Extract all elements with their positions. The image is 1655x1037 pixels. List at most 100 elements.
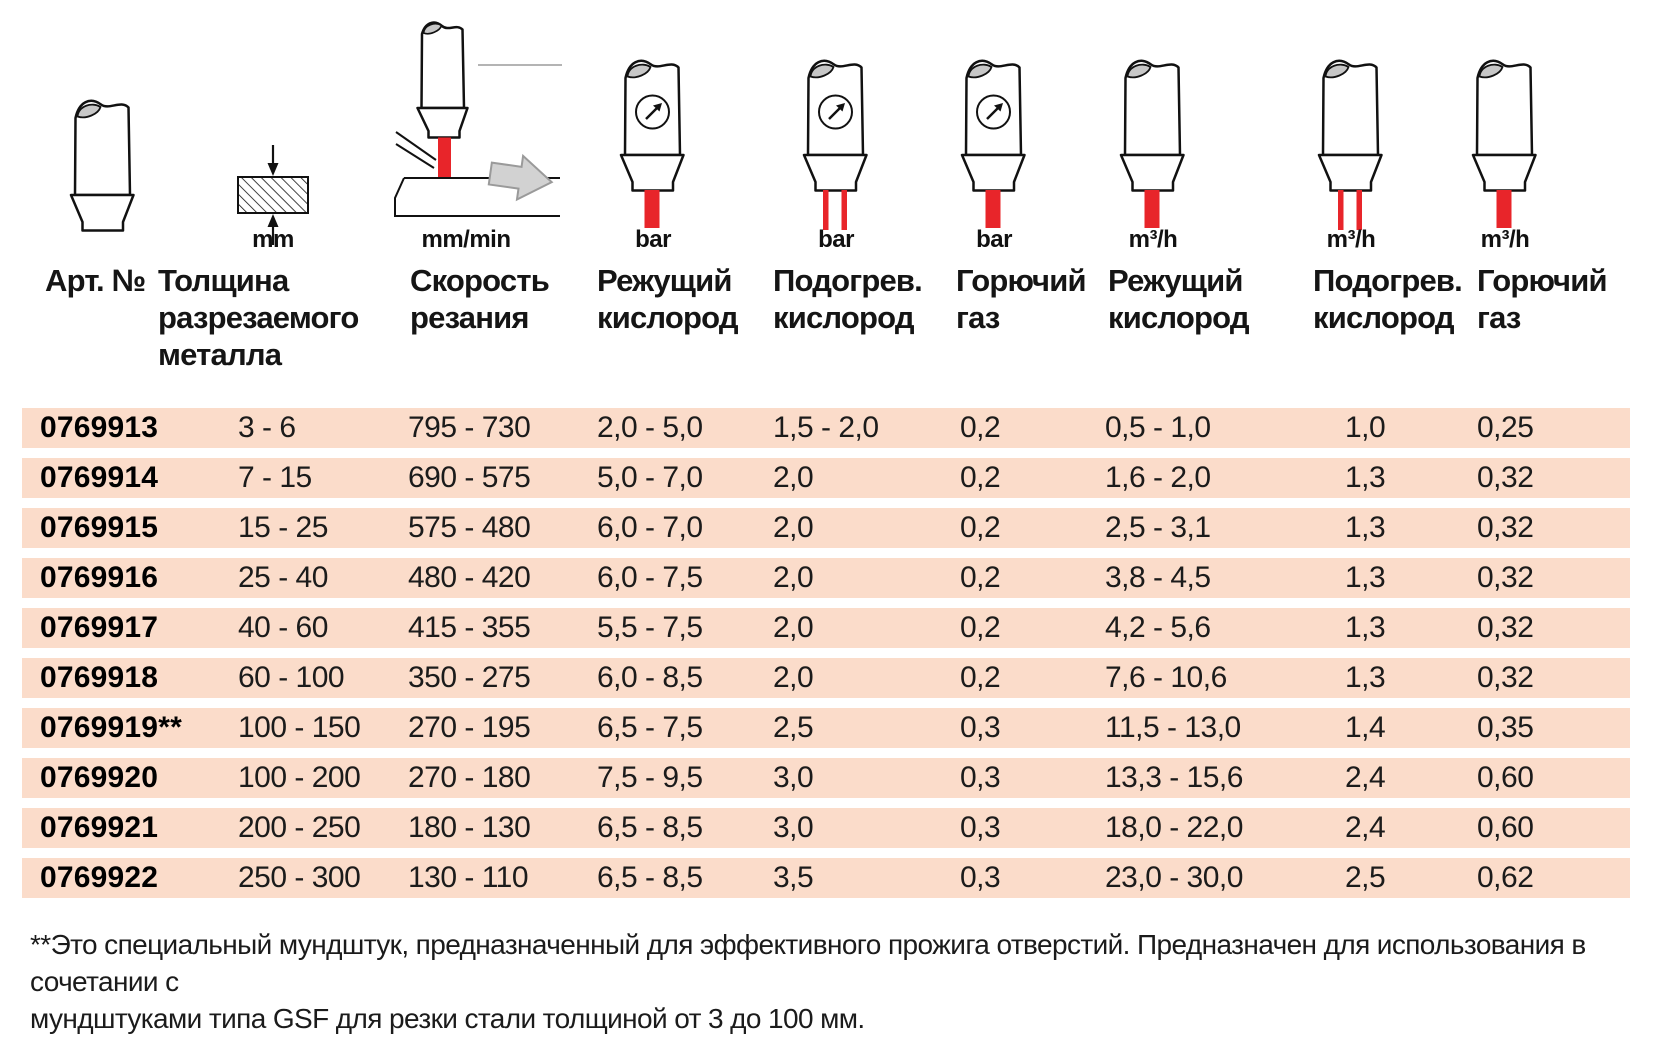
unit-label-heating-oxygen-pressure: bar: [818, 226, 854, 253]
column-header-line: металла: [158, 337, 282, 372]
cell-thickness: 200 - 250: [238, 811, 361, 844]
cell-fuel-gas-flow: 0,32: [1477, 611, 1534, 644]
cell-cutting-oxygen-pressure: 6,5 - 7,5: [597, 711, 703, 744]
cell-heating-oxygen-flow: 1,3: [1345, 511, 1386, 544]
cell-fuel-gas-pressure: 0,2: [960, 611, 1001, 644]
cell-speed: 180 - 130: [408, 811, 531, 844]
column-header-line: резания: [410, 300, 530, 335]
column-header-heating-oxygen-flow: Подогрев. кислород: [1313, 262, 1463, 336]
cell-thickness: 100 - 150: [238, 711, 361, 744]
column-header-line: кислород: [597, 300, 739, 335]
material-thickness-icon: [237, 145, 309, 245]
cell-art: 0769919**: [40, 711, 182, 744]
cell-heating-oxygen-flow: 1,0: [1345, 411, 1386, 444]
cell-fuel-gas-flow: 0,35: [1477, 711, 1534, 744]
column-header-line: Скорость: [410, 263, 550, 298]
column-header-line: Режущий: [1108, 263, 1243, 298]
cell-thickness: 3 - 6: [238, 411, 296, 444]
column-header-line: Подогрев.: [1313, 263, 1463, 298]
cell-cutting-oxygen-pressure: 6,5 - 8,5: [597, 811, 703, 844]
cell-fuel-gas-flow: 0,32: [1477, 661, 1534, 694]
column-header-line: газ: [1477, 300, 1521, 335]
unit-label-heating-oxygen-flow: m³/h: [1326, 226, 1376, 253]
cell-heating-oxygen-flow: 2,4: [1345, 761, 1386, 794]
cell-speed: 480 - 420: [408, 561, 531, 594]
cell-heating-oxygen-pressure: 3,0: [773, 761, 814, 794]
nozzle-icon: [69, 99, 135, 232]
cell-fuel-gas-pressure: 0,3: [960, 861, 1001, 894]
cell-cutting-oxygen-pressure: 5,0 - 7,0: [597, 461, 703, 494]
column-header-line: кислород: [773, 300, 915, 335]
cell-cutting-oxygen-pressure: 5,5 - 7,5: [597, 611, 703, 644]
cell-cutting-oxygen-pressure: 6,0 - 8,5: [597, 661, 703, 694]
column-header-cutting-oxygen-flow: Режущий кислород: [1108, 262, 1250, 336]
cell-art: 0769918: [40, 661, 159, 694]
cell-heating-oxygen-pressure: 2,0: [773, 461, 814, 494]
cell-fuel-gas-pressure: 0,2: [960, 561, 1001, 594]
cell-cutting-oxygen-flow: 1,6 - 2,0: [1105, 461, 1211, 494]
cell-speed: 415 - 355: [408, 611, 531, 644]
cell-thickness: 100 - 200: [238, 761, 361, 794]
cell-heating-oxygen-flow: 1,3: [1345, 661, 1386, 694]
column-header-speed: Скорость резания: [410, 262, 550, 336]
cell-heating-oxygen-pressure: 2,0: [773, 611, 814, 644]
unit-label-fuel-gas-flow: m³/h: [1480, 226, 1530, 253]
column-header-fuel-gas-pressure: Горючий газ: [956, 262, 1087, 336]
table-row: 0769914 7 - 15 690 - 575 5,0 - 7,0 2,0 0,2 1,6…: [22, 458, 1630, 498]
column-header-line: Горючий: [956, 263, 1087, 298]
cell-heating-oxygen-flow: 1,3: [1345, 611, 1386, 644]
gas-cutting-nozzle-datasheet: { "page": { "background": "#ffffff", "ba…: [22, 21, 1630, 1034]
cell-art: 0769922: [40, 861, 159, 894]
table-row: 0769920 100 - 200 270 - 180 7,5 - 9,5 3,0 0,3…: [22, 758, 1630, 798]
column-header-line: газ: [956, 300, 1000, 335]
cell-cutting-oxygen-pressure: 6,0 - 7,0: [597, 511, 703, 544]
unit-label-cutting-oxygen-pressure: bar: [635, 226, 671, 253]
column-header-line: кислород: [1313, 300, 1455, 335]
column-header-line: Горючий: [1477, 263, 1608, 298]
cell-speed: 350 - 275: [408, 661, 531, 694]
cell-fuel-gas-flow: 0,25: [1477, 411, 1534, 444]
cell-art: 0769917: [40, 611, 159, 644]
cell-speed: 690 - 575: [408, 461, 531, 494]
cell-thickness: 60 - 100: [238, 661, 345, 694]
heating-oxygen-pressure-gauge-icon: [802, 59, 868, 230]
cell-fuel-gas-pressure: 0,2: [960, 511, 1001, 544]
table-row: 0769916 25 - 40 480 - 420 6,0 - 7,5 2,0 0,2 3,…: [22, 558, 1630, 598]
cell-thickness: 15 - 25: [238, 511, 328, 544]
cell-cutting-oxygen-pressure: 2,0 - 5,0: [597, 411, 703, 444]
cell-cutting-oxygen-pressure: 7,5 - 9,5: [597, 761, 703, 794]
cell-thickness: 250 - 300: [238, 861, 361, 894]
cell-cutting-oxygen-flow: 0,5 - 1,0: [1105, 411, 1211, 444]
cell-heating-oxygen-pressure: 2,5: [773, 711, 814, 744]
cell-cutting-oxygen-flow: 13,3 - 15,6: [1105, 761, 1243, 794]
column-header-line: разрезаемого: [158, 300, 359, 335]
column-header-line: Подогрев.: [773, 263, 923, 298]
cell-art: 0769921: [40, 811, 159, 844]
cell-art: 0769916: [40, 561, 159, 594]
cell-heating-oxygen-pressure: 1,5 - 2,0: [773, 411, 879, 444]
cell-fuel-gas-flow: 0,32: [1477, 461, 1534, 494]
cell-art: 0769920: [40, 761, 159, 794]
cell-heating-oxygen-pressure: 2,0: [773, 661, 814, 694]
fuel-gas-flow-icon: [1471, 59, 1537, 228]
cell-fuel-gas-flow: 0,60: [1477, 761, 1534, 794]
cell-cutting-oxygen-pressure: 6,5 - 8,5: [597, 861, 703, 894]
cell-cutting-oxygen-flow: 3,8 - 4,5: [1105, 561, 1211, 594]
cell-art: 0769913: [40, 411, 159, 444]
column-header-art: Арт. №: [45, 262, 146, 299]
table-row: 0769921 200 - 250 180 - 130 6,5 - 8,5 3,0 0,3…: [22, 808, 1630, 848]
unit-label-cutting-oxygen-flow: m³/h: [1128, 226, 1178, 253]
cell-thickness: 25 - 40: [238, 561, 328, 594]
cell-fuel-gas-pressure: 0,3: [960, 811, 1001, 844]
column-header-cutting-oxygen-pressure: Режущий кислород: [597, 262, 739, 336]
column-header-fuel-gas-flow: Горючий газ: [1477, 262, 1608, 336]
cell-cutting-oxygen-pressure: 6,0 - 7,5: [597, 561, 703, 594]
cell-speed: 130 - 110: [408, 861, 529, 894]
cell-fuel-gas-pressure: 0,3: [960, 761, 1001, 794]
footnote: **Это специальный мундштук, предназначен…: [30, 926, 1590, 1037]
unit-label-thickness: mm: [252, 226, 294, 253]
footnote-line-1: **Это специальный мундштук, предназначен…: [30, 929, 1586, 997]
cell-heating-oxygen-pressure: 2,0: [773, 511, 814, 544]
cell-heating-oxygen-pressure: 3,0: [773, 811, 814, 844]
column-header-line: Толщина: [158, 263, 289, 298]
